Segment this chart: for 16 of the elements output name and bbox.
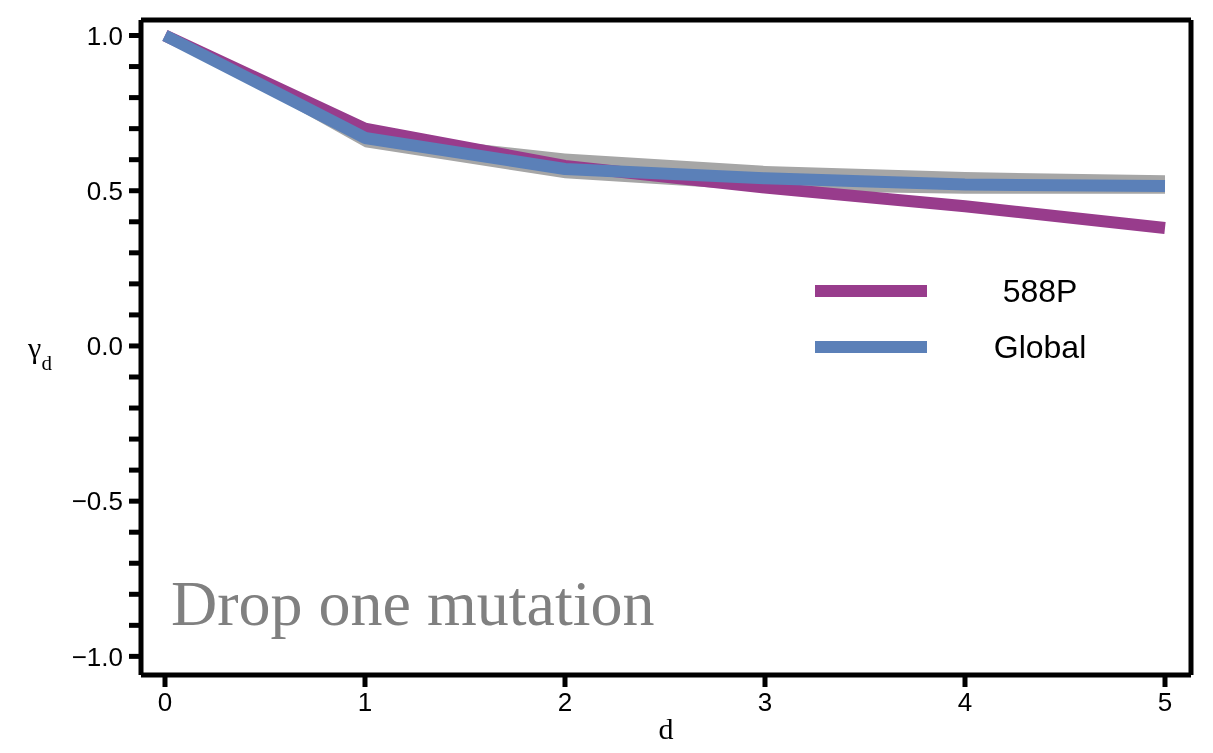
- x-tick-label: 4: [957, 687, 973, 718]
- y-tick-label: 1.0: [86, 20, 123, 51]
- y-tick-label: 0.5: [86, 175, 123, 206]
- y-tick-label: −1.0: [71, 641, 123, 672]
- x-axis-title: d: [658, 712, 674, 745]
- x-tick-label: 5: [1157, 687, 1173, 718]
- legend-label: 588P: [1002, 273, 1078, 309]
- x-tick-label: 1: [357, 687, 373, 718]
- annotation: Drop one mutation: [171, 568, 655, 639]
- x-tick-label: 3: [757, 687, 773, 718]
- y-tick-label: −0.5: [71, 486, 123, 517]
- y-axis-title: γ$_{d}$: [27, 330, 53, 375]
- x-tick-label: 0: [157, 687, 173, 718]
- x-tick-label: 2: [557, 687, 573, 718]
- y-tick-label: 0.0: [86, 331, 123, 362]
- legend-label: Global: [993, 329, 1087, 365]
